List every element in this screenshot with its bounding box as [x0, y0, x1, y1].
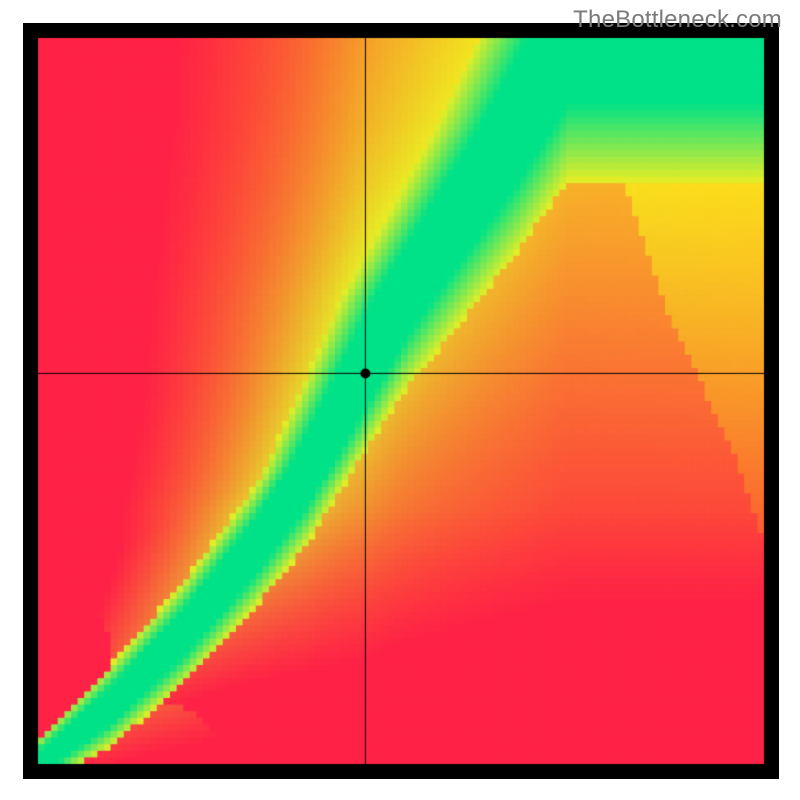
watermark-text: TheBottleneck.com — [573, 6, 782, 34]
bottleneck-heatmap — [23, 23, 779, 779]
